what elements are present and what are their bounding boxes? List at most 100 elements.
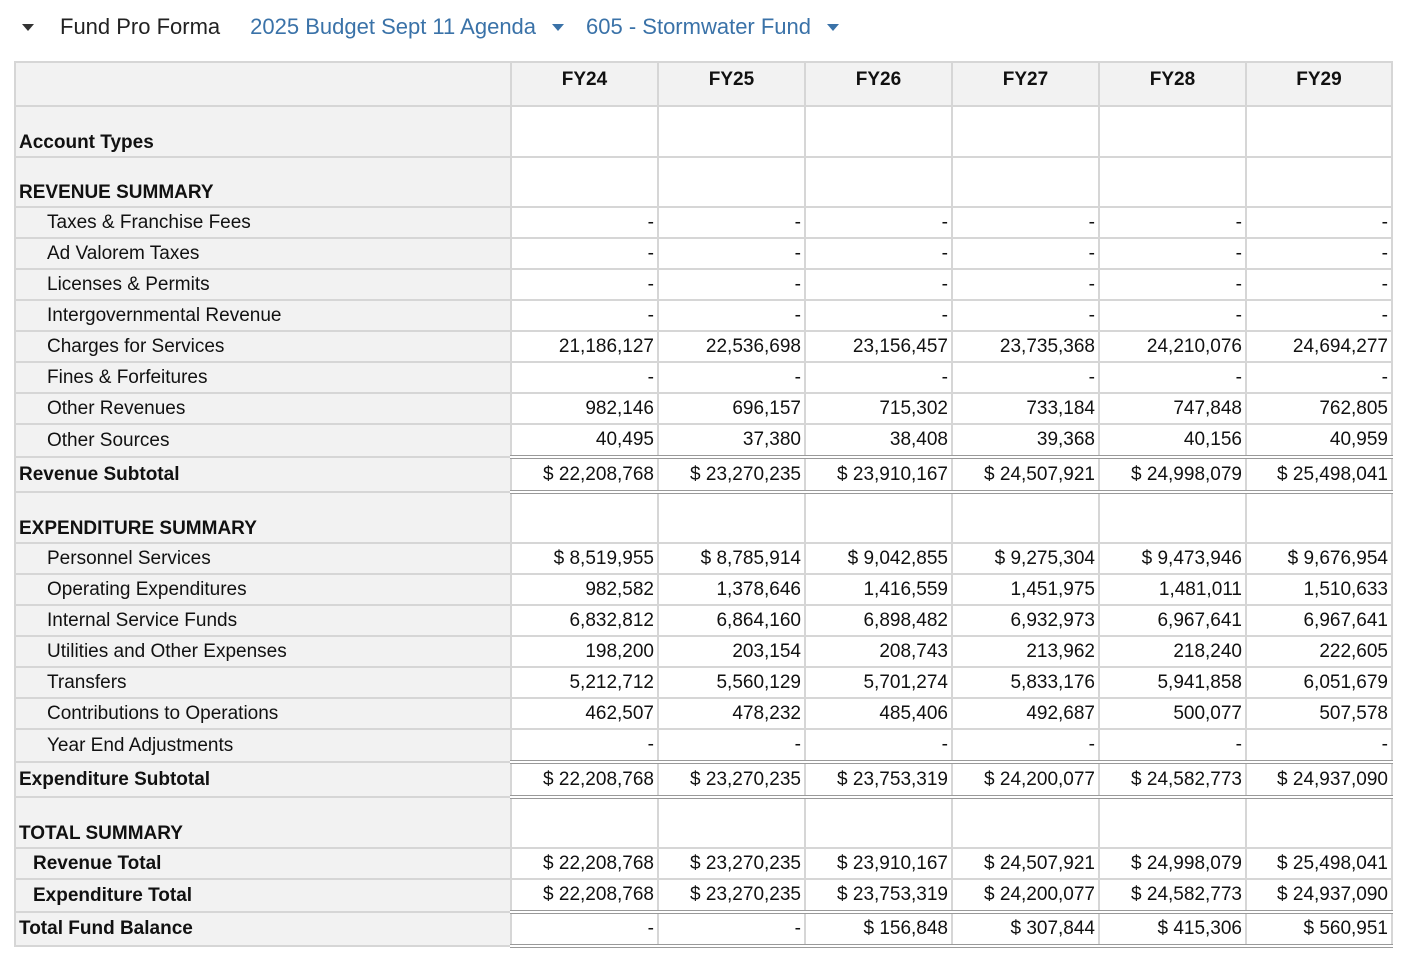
cell-fy27: 492,687 bbox=[951, 697, 1100, 730]
row-label: Operating Expenditures bbox=[14, 573, 512, 606]
cell-fy28: 218,240 bbox=[1098, 635, 1247, 668]
cell-fy29: $ 25,498,041 bbox=[1245, 847, 1393, 880]
cell-fy28 bbox=[1098, 491, 1247, 544]
cell-fy29: $ 560,951 bbox=[1245, 910, 1393, 948]
collapse-caret-icon[interactable] bbox=[22, 23, 34, 31]
row-label: TOTAL SUMMARY bbox=[14, 796, 512, 849]
cell-fy26: - bbox=[804, 237, 953, 270]
cell-fy29: 762,805 bbox=[1245, 392, 1393, 425]
cell-fy25: 1,378,646 bbox=[657, 573, 806, 606]
cell-fy26: 5,701,274 bbox=[804, 666, 953, 699]
cell-fy25: - bbox=[657, 268, 806, 301]
cell-fy29: 40,959 bbox=[1245, 423, 1393, 458]
table-row: Expenditure Subtotal $ 22,208,768 $ 23,270… bbox=[14, 760, 1393, 799]
cell-fy26: - bbox=[804, 361, 953, 394]
table-row: Intergovernmental Revenue - - - - - - bbox=[14, 299, 1393, 332]
cell-fy24: 982,146 bbox=[510, 392, 659, 425]
cell-fy25 bbox=[657, 105, 806, 158]
cell-fy28: - bbox=[1098, 361, 1247, 394]
cell-fy26 bbox=[804, 156, 953, 208]
cell-fy25 bbox=[657, 796, 806, 849]
table-row: Operating Expenditures 982,582 1,378,646 1,… bbox=[14, 573, 1393, 606]
table-row: Internal Service Funds 6,832,812 6,864,160… bbox=[14, 604, 1393, 637]
row-label: Revenue Subtotal bbox=[14, 456, 512, 493]
cell-fy29 bbox=[1245, 156, 1393, 208]
cell-fy28 bbox=[1098, 796, 1247, 849]
table-row: Other Sources 40,495 37,380 38,408 39,368 40,… bbox=[14, 423, 1393, 458]
column-header-fy27: FY27 bbox=[951, 61, 1100, 107]
cell-fy29: - bbox=[1245, 728, 1393, 763]
cell-fy27: - bbox=[951, 299, 1100, 332]
row-label: Fines & Forfeitures bbox=[14, 361, 512, 394]
cell-fy24 bbox=[510, 156, 659, 208]
cell-fy27: $ 24,200,077 bbox=[951, 760, 1100, 799]
cell-fy25: 37,380 bbox=[657, 423, 806, 458]
cell-fy24 bbox=[510, 796, 659, 849]
fund-selector[interactable]: 605 - Stormwater Fund bbox=[586, 14, 861, 40]
cell-fy24: - bbox=[510, 910, 659, 948]
cell-fy28: $ 415,306 bbox=[1098, 910, 1247, 948]
cell-fy27: 733,184 bbox=[951, 392, 1100, 425]
cell-fy25: - bbox=[657, 237, 806, 270]
cell-fy26: 38,408 bbox=[804, 423, 953, 458]
cell-fy24: $ 22,208,768 bbox=[510, 455, 659, 494]
budget-selector-label: 2025 Budget Sept 11 Agenda bbox=[250, 14, 537, 39]
cell-fy29: $ 9,676,954 bbox=[1245, 542, 1393, 575]
row-label: Intergovernmental Revenue bbox=[14, 299, 512, 332]
cell-fy26 bbox=[804, 796, 953, 849]
column-header-row: FY24 FY25 FY26 FY27 FY28 FY29 bbox=[14, 61, 1393, 107]
pro-forma-table: FY24 FY25 FY26 FY27 FY28 FY29 Account Types RE… bbox=[14, 61, 1393, 948]
report-header: Fund Pro Forma 2025 Budget Sept 11 Agend… bbox=[18, 12, 861, 42]
cell-fy28: - bbox=[1098, 268, 1247, 301]
cell-fy24: - bbox=[510, 361, 659, 394]
cell-fy28: $ 24,998,079 bbox=[1098, 847, 1247, 880]
cell-fy27: - bbox=[951, 728, 1100, 763]
cell-fy27 bbox=[951, 491, 1100, 544]
cell-fy24: 982,582 bbox=[510, 573, 659, 606]
cell-fy24: 5,212,712 bbox=[510, 666, 659, 699]
cell-fy28: 747,848 bbox=[1098, 392, 1247, 425]
table-row: Contributions to Operations 462,507 478,23… bbox=[14, 697, 1393, 730]
cell-fy28: - bbox=[1098, 299, 1247, 332]
corner-header bbox=[14, 61, 512, 107]
row-label: Other Sources bbox=[14, 423, 512, 458]
cell-fy24: 6,832,812 bbox=[510, 604, 659, 637]
cell-fy27: 1,451,975 bbox=[951, 573, 1100, 606]
budget-selector[interactable]: 2025 Budget Sept 11 Agenda bbox=[250, 14, 586, 40]
cell-fy24 bbox=[510, 105, 659, 158]
cell-fy28: 500,077 bbox=[1098, 697, 1247, 730]
cell-fy26: 208,743 bbox=[804, 635, 953, 668]
cell-fy29: 24,694,277 bbox=[1245, 330, 1393, 363]
cell-fy27: - bbox=[951, 361, 1100, 394]
table-row: Ad Valorem Taxes - - - - - - bbox=[14, 237, 1393, 270]
column-header-fy25: FY25 bbox=[657, 61, 806, 107]
cell-fy29: - bbox=[1245, 206, 1393, 239]
cell-fy25: 696,157 bbox=[657, 392, 806, 425]
cell-fy24: $ 8,519,955 bbox=[510, 542, 659, 575]
cell-fy29: $ 24,937,090 bbox=[1245, 878, 1393, 913]
table-row: Transfers 5,212,712 5,560,129 5,701,274 5,83… bbox=[14, 666, 1393, 699]
cell-fy26 bbox=[804, 491, 953, 544]
cell-fy29: 222,605 bbox=[1245, 635, 1393, 668]
cell-fy24: $ 22,208,768 bbox=[510, 878, 659, 913]
cell-fy27: - bbox=[951, 268, 1100, 301]
cell-fy26: - bbox=[804, 299, 953, 332]
cell-fy29: 6,967,641 bbox=[1245, 604, 1393, 637]
cell-fy25: - bbox=[657, 910, 806, 948]
table-row: Total Fund Balance - - $ 156,848 $ 307,844 $ … bbox=[14, 910, 1393, 948]
row-label: Personnel Services bbox=[14, 542, 512, 575]
cell-fy28: - bbox=[1098, 237, 1247, 270]
table-row: TOTAL SUMMARY bbox=[14, 796, 1393, 849]
row-label: Total Fund Balance bbox=[14, 911, 512, 947]
cell-fy26: 485,406 bbox=[804, 697, 953, 730]
fund-selector-label: 605 - Stormwater Fund bbox=[586, 14, 812, 39]
cell-fy28: 40,156 bbox=[1098, 423, 1247, 458]
cell-fy25: 203,154 bbox=[657, 635, 806, 668]
cell-fy26: 1,416,559 bbox=[804, 573, 953, 606]
cell-fy27 bbox=[951, 105, 1100, 158]
cell-fy24: $ 22,208,768 bbox=[510, 760, 659, 799]
cell-fy28: $ 24,582,773 bbox=[1098, 878, 1247, 913]
cell-fy24 bbox=[510, 491, 659, 544]
cell-fy26: - bbox=[804, 728, 953, 763]
cell-fy27: $ 24,200,077 bbox=[951, 878, 1100, 913]
